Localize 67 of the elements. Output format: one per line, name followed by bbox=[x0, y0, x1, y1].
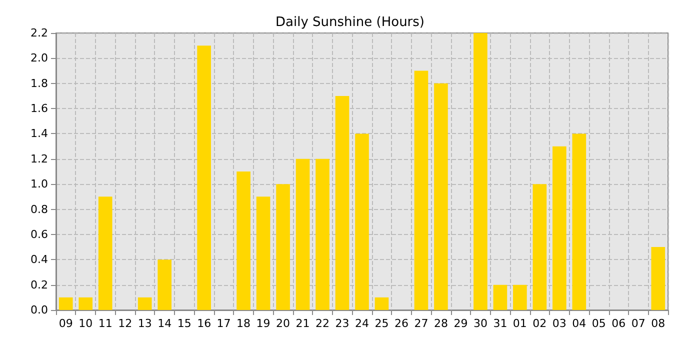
y-tick-label: 0.4 bbox=[30, 253, 48, 266]
y-tick-label: 0.6 bbox=[30, 228, 48, 241]
x-tick-label: 23 bbox=[335, 317, 350, 330]
x-tick-label: 16 bbox=[197, 317, 212, 330]
x-tick-label: 12 bbox=[118, 317, 132, 330]
bar bbox=[493, 284, 508, 310]
bar bbox=[158, 260, 172, 310]
x-tick-label: 27 bbox=[414, 317, 428, 330]
x-tick-label: 10 bbox=[78, 317, 93, 330]
bar bbox=[434, 83, 448, 310]
bar bbox=[276, 184, 290, 310]
bar bbox=[236, 172, 250, 310]
y-tick-label: 1.2 bbox=[30, 152, 48, 166]
x-tick-label: 04 bbox=[572, 317, 586, 330]
x-tick-label: 13 bbox=[138, 317, 152, 330]
y-tick-label: 1.0 bbox=[30, 178, 48, 191]
x-tick-label: 08 bbox=[651, 317, 666, 330]
chart-title: Daily Sunshine (Hours) bbox=[276, 15, 424, 30]
x-tick-label: 26 bbox=[394, 317, 408, 330]
x-tick-label: 03 bbox=[552, 317, 566, 330]
bar bbox=[474, 33, 488, 310]
bar bbox=[58, 297, 73, 310]
y-tick-label: 2.2 bbox=[30, 26, 48, 40]
x-tick-label: 20 bbox=[276, 317, 290, 330]
y-tick-label: 1.6 bbox=[30, 102, 48, 116]
bar bbox=[138, 297, 152, 310]
y-tick-label: 1.8 bbox=[30, 76, 48, 90]
x-tick-label: 21 bbox=[296, 317, 310, 330]
bar bbox=[552, 146, 566, 310]
x-tick-label: 25 bbox=[374, 317, 389, 330]
bar bbox=[335, 96, 350, 310]
x-tick-label: 19 bbox=[256, 317, 270, 330]
bar bbox=[296, 158, 310, 310]
x-tick-label: 07 bbox=[631, 317, 646, 330]
bar bbox=[414, 70, 428, 310]
x-tick-label: 30 bbox=[473, 317, 488, 330]
bar bbox=[197, 46, 211, 310]
x-tick-label: 28 bbox=[434, 317, 448, 330]
x-tick-label: 29 bbox=[454, 317, 468, 330]
y-tick-label: 0.2 bbox=[30, 278, 48, 292]
x-tick-label: 14 bbox=[158, 317, 172, 330]
bar bbox=[316, 158, 330, 310]
y-tick-label: 0.8 bbox=[30, 202, 48, 216]
x-tick-label: 01 bbox=[512, 317, 527, 330]
bar bbox=[374, 297, 389, 310]
y-tick-label: 0.0 bbox=[30, 304, 48, 316]
x-tick-label: 09 bbox=[58, 317, 73, 330]
bar bbox=[513, 284, 527, 310]
bar bbox=[78, 297, 93, 310]
x-tick-label: 18 bbox=[236, 317, 251, 330]
bar bbox=[355, 134, 369, 310]
y-tick-label: 2.0 bbox=[30, 52, 48, 65]
bar bbox=[532, 184, 547, 310]
x-tick-label: 02 bbox=[532, 317, 547, 330]
bar bbox=[98, 196, 112, 310]
x-tick-label: 11 bbox=[98, 317, 112, 330]
bar bbox=[651, 247, 666, 310]
x-tick-label: 24 bbox=[355, 317, 369, 330]
y-tick-label: 1.4 bbox=[30, 127, 48, 140]
x-tick-label: 05 bbox=[592, 317, 606, 330]
bar bbox=[572, 134, 586, 310]
x-tick-label: 31 bbox=[493, 317, 508, 330]
bar bbox=[256, 196, 270, 310]
x-tick-label: 15 bbox=[177, 317, 192, 330]
x-tick-label: 22 bbox=[316, 317, 330, 330]
x-tick-label: 17 bbox=[216, 317, 231, 330]
x-tick-label: 06 bbox=[612, 317, 626, 330]
